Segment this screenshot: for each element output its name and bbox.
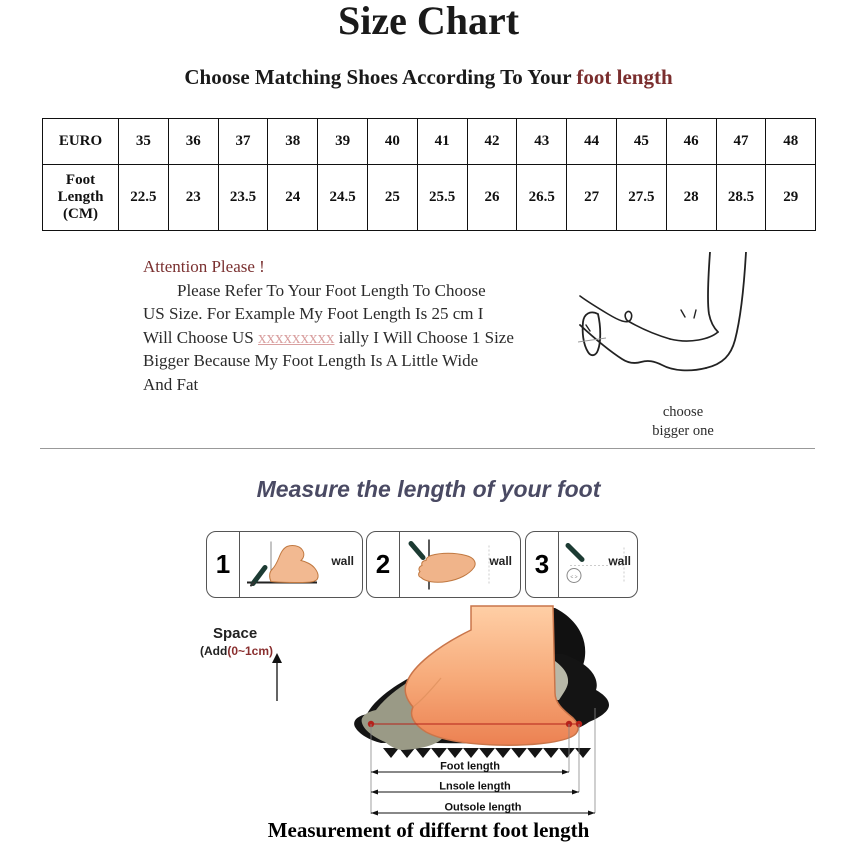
svg-text:(Add(0~1cm): (Add(0~1cm) [200,644,273,658]
svg-text:< >: < > [570,575,577,581]
svg-text:Lnsole length: Lnsole length [439,781,511,793]
svg-text:Space: Space [213,625,257,642]
svg-text:Outsole length: Outsole length [445,802,522,814]
svg-text:Foot length: Foot length [440,761,500,773]
